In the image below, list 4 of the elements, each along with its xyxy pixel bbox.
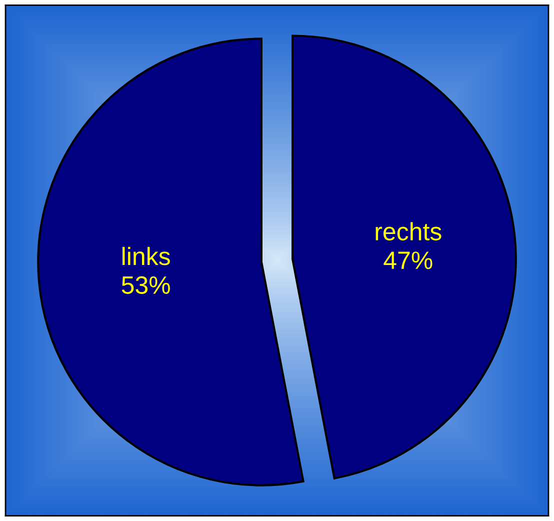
slice-label: links [122, 246, 170, 266]
slice-label: rechts [376, 222, 442, 240]
data-label: 47% [384, 252, 432, 270]
data-label: 53% [122, 276, 170, 294]
